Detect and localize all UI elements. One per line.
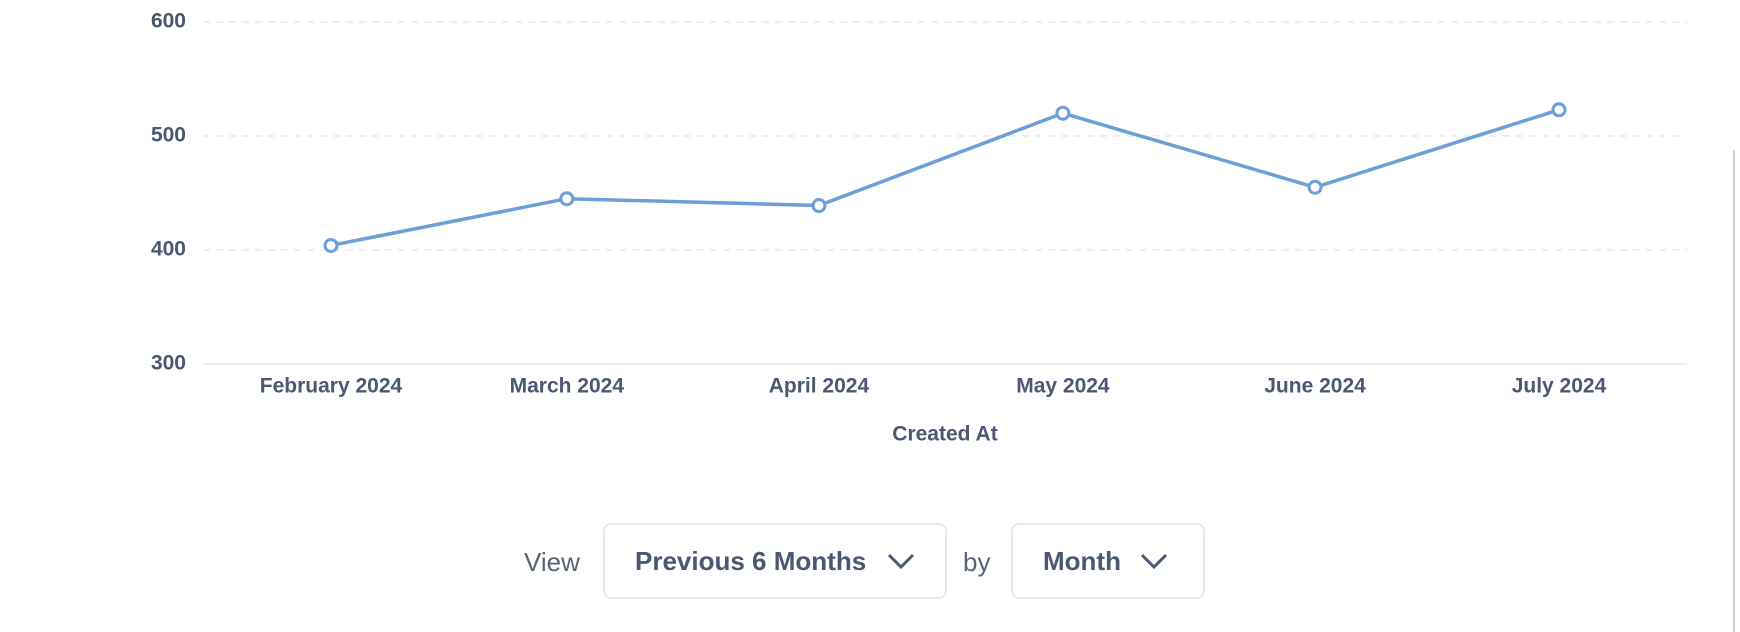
y-tick-label: 500: [151, 124, 186, 147]
x-axis-title: Created At: [892, 423, 997, 446]
x-tick-label: April 2024: [769, 375, 870, 398]
chevron: [1140, 553, 1168, 570]
y-tick-label: 300: [151, 352, 186, 375]
x-tick-label: July 2024: [1512, 375, 1607, 398]
x-tick-label: May 2024: [1016, 375, 1110, 398]
granularity-dropdown[interactable]: Month: [1011, 523, 1205, 599]
range-dropdown[interactable]: Previous 6 Months: [603, 523, 947, 599]
granularity-value: Month: [1043, 545, 1121, 576]
range-value: Previous 6 Months: [635, 545, 867, 576]
chevron: [888, 553, 915, 570]
point: [559, 191, 575, 207]
point: [1055, 105, 1071, 121]
by-label: by: [963, 547, 991, 577]
point: [811, 198, 827, 214]
point: [323, 237, 339, 253]
y-tick-label: 400: [151, 238, 186, 261]
point: [1307, 179, 1323, 195]
x-tick-label: March 2024: [510, 375, 625, 398]
y-tick-label: 600: [151, 10, 186, 33]
x-tick-label: February 2024: [260, 375, 403, 398]
series-line: [330, 108, 1560, 248]
view-label: View: [524, 547, 580, 577]
x-tick-label: June 2024: [1264, 375, 1366, 398]
point: [1551, 102, 1567, 118]
